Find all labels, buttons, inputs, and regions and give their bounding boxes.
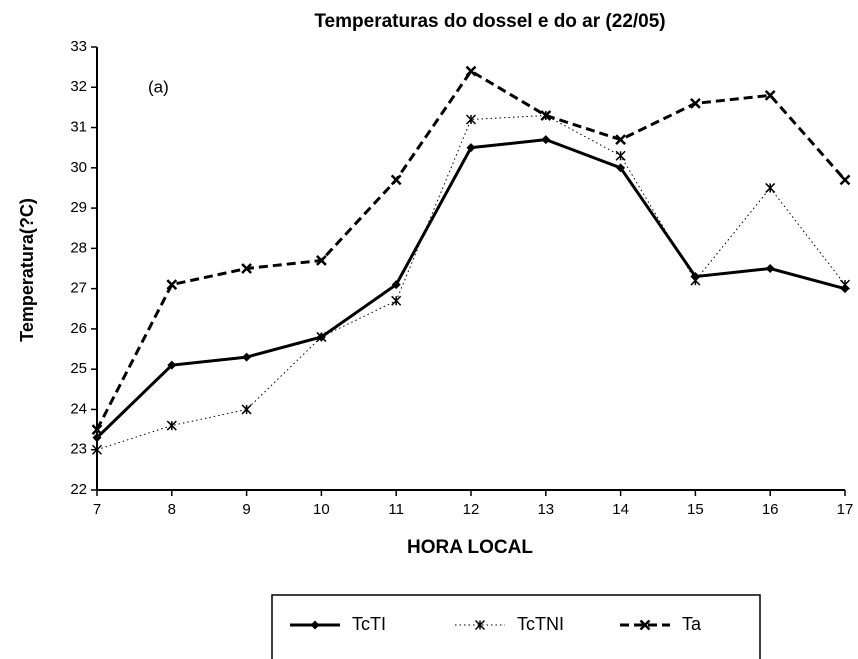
x-tick-label: 7 bbox=[93, 501, 101, 518]
y-tick-label: 24 bbox=[70, 400, 87, 417]
marker bbox=[167, 360, 177, 370]
marker bbox=[465, 65, 477, 77]
x-tick-label: 11 bbox=[388, 501, 404, 518]
marker bbox=[391, 295, 402, 306]
x-tick-label: 9 bbox=[242, 501, 250, 518]
legend-label: TcTNI bbox=[517, 614, 564, 634]
legend-box bbox=[271, 594, 761, 659]
chart-title: Temperaturas do dossel e do ar (22/05) bbox=[314, 11, 665, 32]
y-tick-label: 29 bbox=[70, 199, 87, 216]
marker bbox=[639, 619, 651, 631]
x-tick-label: 13 bbox=[537, 501, 554, 518]
x-tick-label: 17 bbox=[837, 501, 854, 518]
y-tick-label: 23 bbox=[70, 441, 87, 458]
marker bbox=[241, 404, 252, 415]
marker bbox=[474, 619, 486, 631]
x-tick-label: 12 bbox=[463, 501, 480, 518]
marker bbox=[690, 275, 701, 286]
marker bbox=[92, 433, 102, 443]
annotation: (a) bbox=[148, 77, 169, 96]
marker bbox=[166, 420, 177, 431]
marker bbox=[241, 263, 252, 274]
y-tick-label: 26 bbox=[70, 320, 87, 337]
y-tick-label: 25 bbox=[70, 360, 87, 377]
series-line bbox=[95, 69, 847, 431]
x-tick-label: 8 bbox=[168, 501, 176, 518]
y-tick-label: 22 bbox=[70, 481, 87, 498]
x-tick-label: 15 bbox=[687, 501, 704, 518]
y-tick-label: 32 bbox=[70, 78, 87, 95]
y-tick-label: 30 bbox=[70, 159, 87, 176]
y-tick-label: 27 bbox=[70, 280, 87, 297]
legend-label: Ta bbox=[682, 614, 702, 634]
marker bbox=[390, 174, 402, 186]
marker bbox=[616, 163, 626, 173]
marker bbox=[91, 444, 103, 455]
marker bbox=[91, 424, 103, 435]
x-tick-label: 16 bbox=[762, 501, 779, 518]
series-line bbox=[96, 114, 846, 451]
marker bbox=[615, 150, 626, 161]
marker bbox=[765, 264, 775, 273]
marker bbox=[765, 182, 776, 193]
marker bbox=[310, 620, 320, 630]
x-axis-label: HORA LOCAL bbox=[407, 537, 533, 558]
marker bbox=[540, 110, 552, 121]
marker bbox=[466, 143, 476, 153]
marker bbox=[839, 174, 851, 186]
y-tick-label: 31 bbox=[70, 119, 87, 136]
marker bbox=[166, 279, 178, 290]
x-tick-label: 10 bbox=[313, 501, 330, 518]
y-tick-label: 28 bbox=[70, 239, 87, 256]
marker bbox=[242, 352, 252, 362]
marker bbox=[839, 279, 851, 290]
marker bbox=[690, 97, 701, 109]
marker bbox=[465, 114, 477, 125]
marker bbox=[316, 331, 327, 342]
marker bbox=[391, 280, 401, 290]
marker bbox=[316, 255, 327, 266]
y-tick-label: 33 bbox=[70, 38, 87, 55]
marker bbox=[764, 89, 776, 101]
x-tick-label: 14 bbox=[612, 501, 629, 518]
y-axis-label: Temperatura(?C) bbox=[17, 198, 37, 342]
series-line bbox=[95, 138, 846, 439]
legend-label: TcTI bbox=[352, 614, 386, 634]
marker bbox=[541, 135, 551, 145]
marker bbox=[615, 134, 626, 146]
